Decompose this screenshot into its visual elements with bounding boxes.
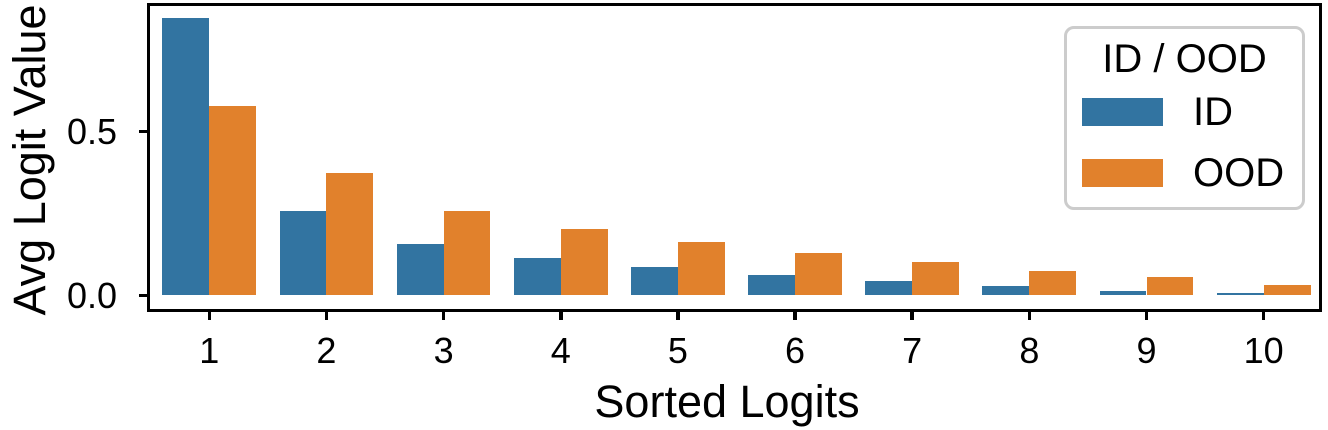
bar-ood-7 <box>912 262 960 296</box>
bar-id-6 <box>748 275 796 296</box>
bar-id-1 <box>162 18 210 296</box>
bar-id-2 <box>279 211 327 296</box>
bar-ood-5 <box>677 242 725 296</box>
legend-box: ID / OOD ID OOD <box>1064 26 1305 210</box>
legend-swatch-id <box>1082 98 1163 126</box>
bar-ood-9 <box>1146 277 1194 296</box>
bar-ood-1 <box>209 105 257 296</box>
x-tick-10 <box>1261 311 1266 320</box>
x-tick-label-1: 1 <box>199 330 220 371</box>
bar-id-7 <box>865 281 913 296</box>
bar-id-4 <box>513 257 561 296</box>
bar-id-8 <box>982 286 1030 296</box>
x-tick-3 <box>441 311 446 320</box>
x-tick-label-3: 3 <box>433 330 454 371</box>
x-tick-label-4: 4 <box>550 330 571 371</box>
bar-ood-6 <box>795 253 842 296</box>
bar-id-10 <box>1216 292 1264 296</box>
bar-id-5 <box>631 266 678 296</box>
bar-id-9 <box>1099 291 1147 296</box>
y-tick-label-0.5: 0.5 <box>66 110 117 152</box>
bar-ood-10 <box>1263 285 1311 296</box>
x-tick-label-8: 8 <box>1019 330 1040 371</box>
legend-title: ID / OOD <box>1102 37 1267 81</box>
x-tick-6 <box>793 311 797 320</box>
x-tick-8 <box>1027 311 1032 320</box>
y-axis-label: Avg Logit Value <box>4 4 55 316</box>
x-tick-label-7: 7 <box>902 330 923 371</box>
x-tick-4 <box>559 311 563 320</box>
x-tick-1 <box>207 311 212 320</box>
x-axis-label: Sorted Logits <box>594 376 860 427</box>
y-tick-0.5 <box>139 129 147 134</box>
x-tick-2 <box>324 311 329 320</box>
bar-ood-2 <box>326 173 374 296</box>
legend-label-id: ID <box>1193 90 1233 134</box>
bar-ood-4 <box>560 228 608 296</box>
bar-ood-8 <box>1029 270 1077 296</box>
x-tick-label-10: 10 <box>1243 330 1284 371</box>
x-tick-5 <box>676 311 680 320</box>
x-tick-label-5: 5 <box>667 330 688 371</box>
bar-ood-3 <box>443 210 491 296</box>
y-tick-0.0 <box>139 293 147 298</box>
x-tick-label-2: 2 <box>316 330 337 371</box>
legend-swatch-ood <box>1082 159 1163 187</box>
x-tick-7 <box>910 311 914 320</box>
x-tick-label-9: 9 <box>1136 330 1157 371</box>
x-tick-9 <box>1144 311 1149 320</box>
bar-id-3 <box>396 244 444 296</box>
x-tick-label-6: 6 <box>785 330 806 371</box>
y-tick-label-0.0: 0.0 <box>66 274 117 316</box>
legend-label-ood: OOD <box>1193 151 1285 195</box>
